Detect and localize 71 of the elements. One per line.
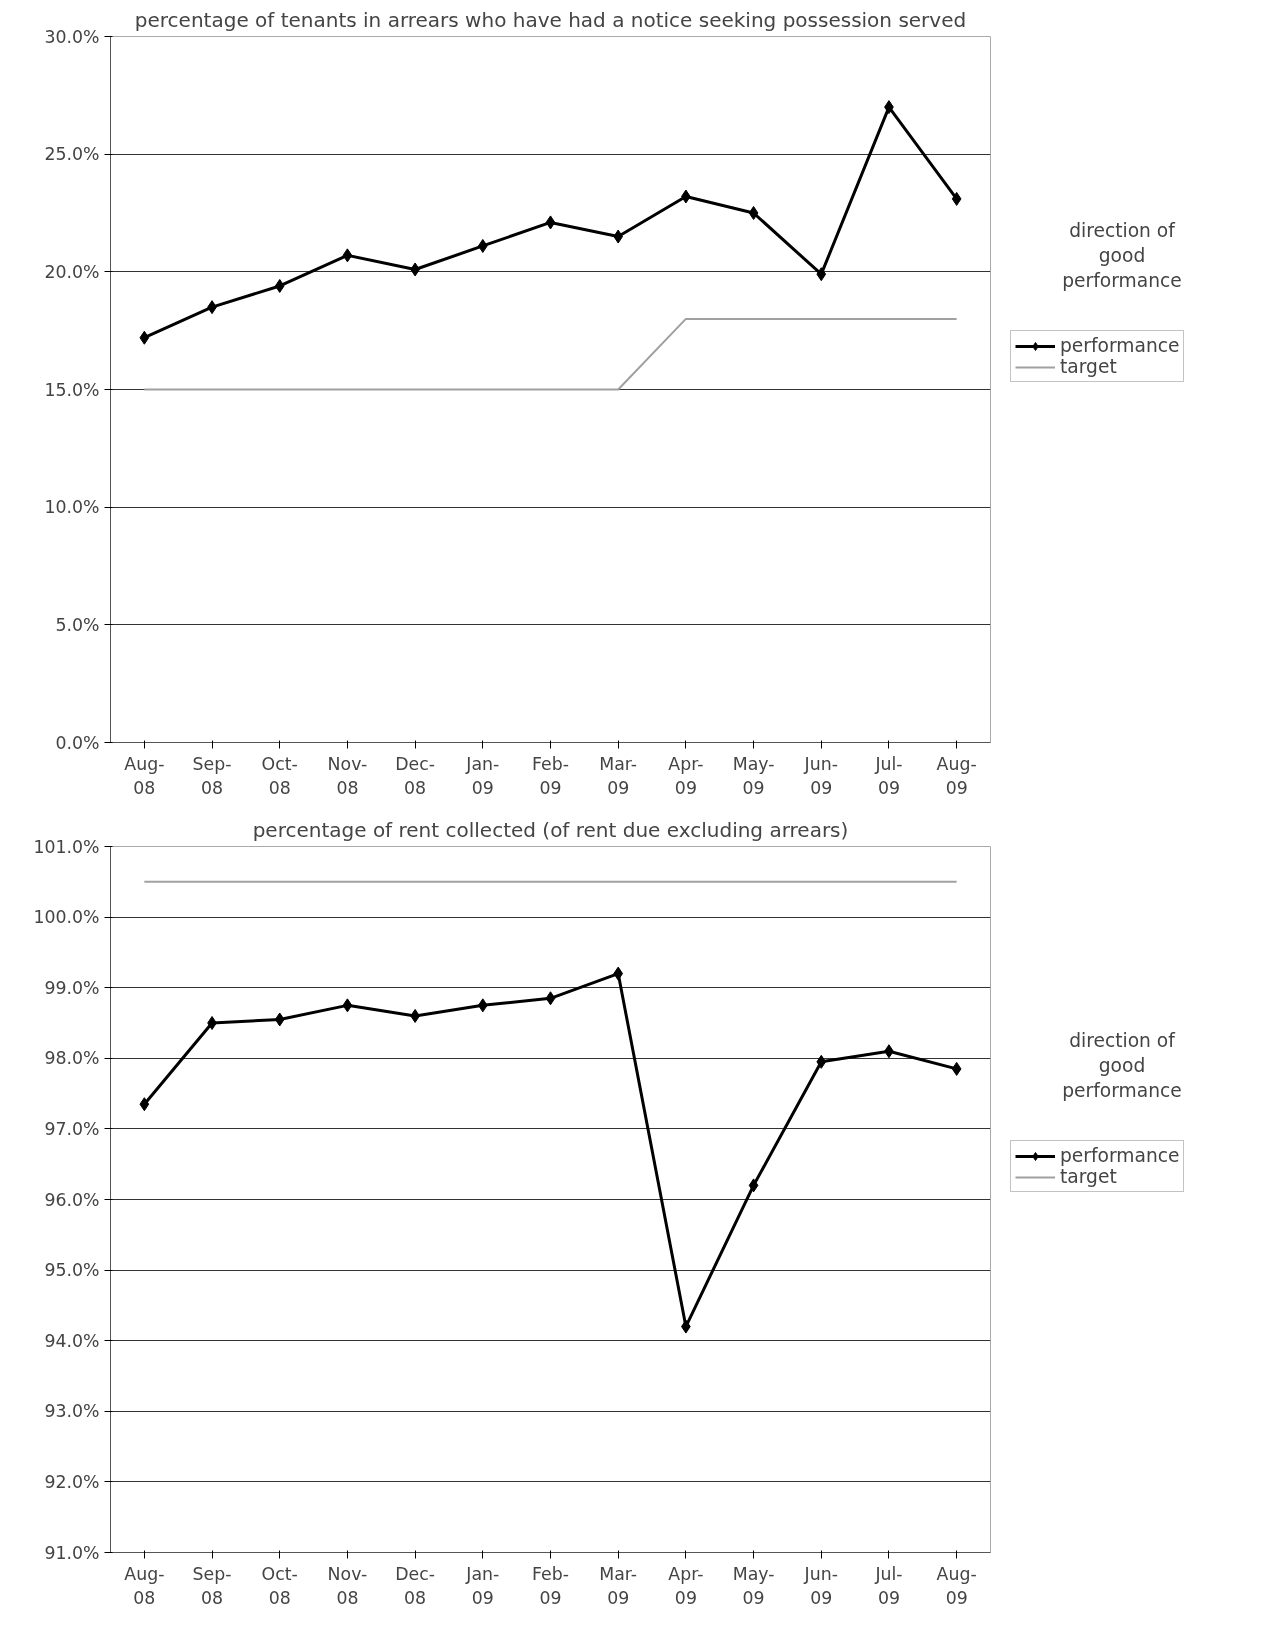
y-tick-label: 99.0% bbox=[44, 977, 100, 998]
y-tick-label: 101.0% bbox=[33, 836, 100, 857]
x-tick-label: Jul-09 bbox=[874, 753, 903, 798]
point bbox=[477, 998, 488, 1013]
legend-label: target bbox=[1060, 1166, 1117, 1187]
x-tick-label: Jun-09 bbox=[803, 1563, 838, 1608]
x-tick-label: Dec-08 bbox=[395, 1563, 436, 1608]
x-tick-label: Oct-08 bbox=[261, 753, 298, 798]
x-tick-label: Mar-09 bbox=[599, 753, 638, 798]
x-tick-label: Nov-08 bbox=[327, 1563, 368, 1608]
y-tick-label: 91.0% bbox=[44, 1542, 100, 1563]
point bbox=[207, 1016, 217, 1030]
x-tick-label: Aug-09 bbox=[936, 1563, 977, 1608]
y-tick-label: 94.0% bbox=[44, 1330, 100, 1351]
x-tick-label: Dec-08 bbox=[395, 753, 436, 798]
y-tick-label: 15.0% bbox=[44, 379, 100, 400]
x-tick-label: Sep-08 bbox=[192, 753, 232, 798]
x-tick-label: Aug-08 bbox=[124, 1563, 165, 1608]
x-tick-label: Feb-09 bbox=[532, 753, 569, 798]
point bbox=[748, 1178, 759, 1193]
x-tick-label: Sep-08 bbox=[192, 1563, 232, 1608]
chart-title: percentage of tenants in arrears who have had a notice seeking possession served bbox=[134, 7, 967, 32]
x-tick-label: Aug-08 bbox=[124, 753, 165, 798]
legend-label: performance bbox=[1060, 1145, 1180, 1166]
y-tick-label: 93.0% bbox=[44, 1401, 100, 1422]
x-tick-label: Feb-09 bbox=[532, 1563, 569, 1608]
point bbox=[951, 191, 962, 206]
point bbox=[951, 1061, 962, 1076]
y-tick-label: 96.0% bbox=[44, 1189, 100, 1210]
point bbox=[274, 1012, 285, 1027]
point bbox=[748, 206, 759, 220]
x-tick-label: May-09 bbox=[732, 1563, 775, 1608]
x-tick-label: Nov-08 bbox=[327, 753, 368, 798]
point bbox=[816, 1054, 827, 1069]
chart-title: percentage of rent collected (of rent due excluding arrears) bbox=[252, 817, 849, 842]
x-tick-label: Apr-09 bbox=[668, 753, 704, 798]
point bbox=[477, 238, 488, 253]
x-tick-label: Jun-09 bbox=[803, 753, 838, 798]
text: direction of good performance bbox=[1062, 1030, 1182, 1102]
x-tick-label: Jul-09 bbox=[874, 1563, 903, 1608]
text: direction of good performance bbox=[1062, 220, 1182, 292]
point bbox=[545, 991, 556, 1006]
y-tick-label: 95.0% bbox=[44, 1260, 100, 1281]
y-tick-label: 20.0% bbox=[44, 261, 100, 282]
y-tick-label: 25.0% bbox=[44, 144, 100, 165]
x-tick-label: Jan-09 bbox=[465, 753, 500, 798]
x-tick-label: May-09 bbox=[732, 753, 775, 798]
x-tick-label: Aug-09 bbox=[936, 753, 977, 798]
x-tick-label: Apr-09 bbox=[668, 1563, 704, 1608]
x-tick-label: Jan-09 bbox=[465, 1563, 500, 1608]
y-tick-label: 10.0% bbox=[44, 497, 100, 518]
legend-label: performance bbox=[1060, 335, 1180, 356]
point bbox=[342, 248, 353, 263]
y-tick-label: 0.0% bbox=[55, 732, 100, 753]
point bbox=[139, 330, 150, 345]
y-tick-label: 5.0% bbox=[55, 614, 100, 635]
y-tick-label: 92.0% bbox=[44, 1471, 100, 1492]
x-tick-label: Oct-08 bbox=[261, 1563, 298, 1608]
point bbox=[274, 278, 285, 293]
point bbox=[613, 229, 624, 244]
point bbox=[613, 966, 624, 981]
y-tick-label: 30.0% bbox=[44, 26, 100, 47]
point bbox=[545, 215, 556, 230]
legend-label: target bbox=[1060, 356, 1117, 377]
point bbox=[139, 1097, 150, 1112]
point bbox=[816, 267, 827, 282]
y-tick-label: 98.0% bbox=[44, 1048, 100, 1069]
y-tick-label: 97.0% bbox=[44, 1118, 100, 1139]
point bbox=[342, 998, 353, 1013]
x-tick-label: Mar-09 bbox=[599, 1563, 638, 1608]
y-tick-label: 100.0% bbox=[33, 907, 100, 928]
